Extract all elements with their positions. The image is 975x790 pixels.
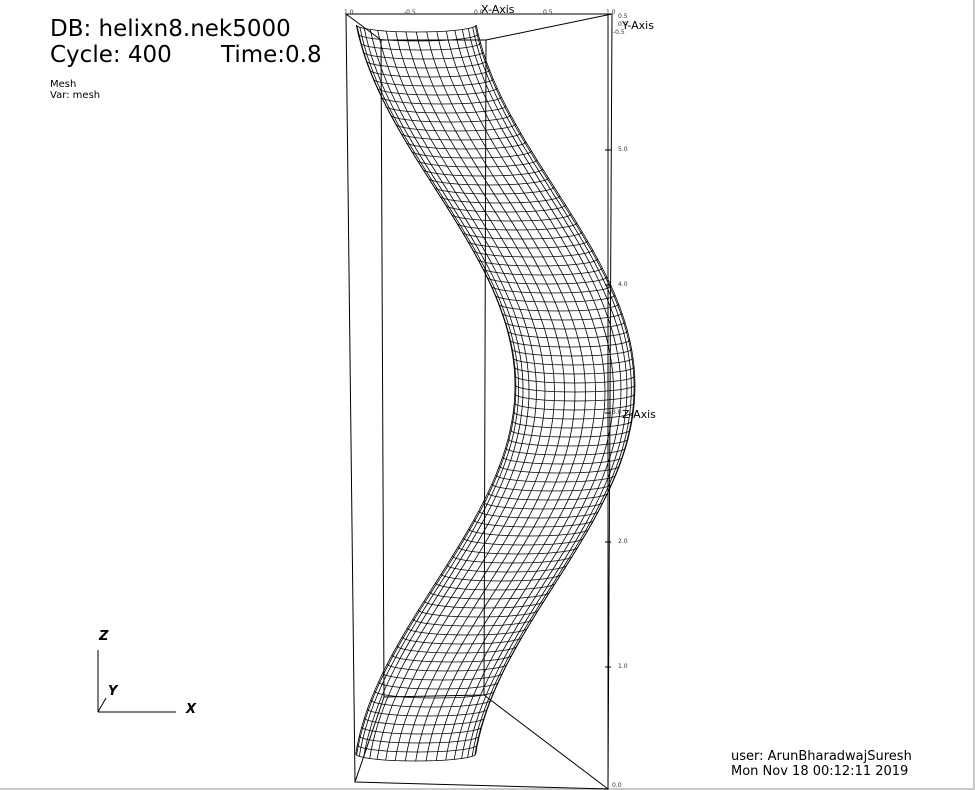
- z-tick-label: 1.0: [618, 663, 628, 670]
- y-axis-title: Y-Axis: [622, 19, 654, 32]
- mesh-line: [376, 30, 537, 760]
- y-tick-label: 0.0: [618, 21, 628, 28]
- z-tick-label: 3.0: [612, 409, 622, 416]
- mesh-ring: [482, 501, 604, 510]
- mesh-ring: [486, 276, 608, 285]
- mesh-line: [356, 26, 517, 756]
- mesh-ring: [482, 267, 603, 276]
- mesh-ring: [422, 168, 544, 177]
- mesh-line: [369, 29, 530, 759]
- mesh-line: [394, 31, 555, 761]
- user-label: user: ArunBharadwajSuresh: [731, 749, 912, 764]
- mesh-ring: [416, 159, 538, 168]
- mesh-line: [385, 31, 546, 761]
- mesh-ring: [400, 132, 522, 141]
- mesh-ring: [395, 123, 516, 132]
- mesh-ring: [396, 645, 518, 654]
- mesh-line: [475, 24, 636, 755]
- mesh-ring: [428, 177, 549, 186]
- z-axis-title: Z-Axis: [622, 408, 656, 421]
- mesh-ring: [463, 537, 584, 546]
- x-tick-label: -0.5: [404, 9, 416, 16]
- mesh-ring: [440, 573, 562, 582]
- mesh-ring: [391, 654, 513, 663]
- z-tick-label: 5.0: [618, 146, 628, 153]
- mesh-ring: [477, 258, 598, 267]
- x-axis-title: X-Axis: [481, 3, 515, 16]
- plot-variable-label: Var: mesh: [50, 90, 101, 101]
- mesh-ring: [407, 627, 528, 636]
- time-label: Time:0.8: [221, 42, 322, 68]
- mesh-ring: [418, 609, 539, 618]
- mesh-ring: [445, 204, 566, 213]
- mesh-ring: [478, 510, 600, 519]
- mesh-line: [461, 29, 622, 759]
- mesh-ring: [386, 663, 508, 672]
- mesh-ring: [490, 285, 612, 294]
- mesh-ring: [491, 483, 613, 492]
- plot-type-label: Mesh: [50, 79, 77, 90]
- mesh-ring: [376, 87, 498, 96]
- z-tick-label: 4.0: [618, 281, 628, 288]
- y-tick-label: 0.5: [618, 13, 628, 20]
- triad-z-label: Z: [99, 629, 109, 644]
- date-label: Mon Nov 18 00:12:11 2019: [731, 764, 909, 779]
- mesh-ring: [494, 294, 616, 303]
- mesh-ring: [355, 24, 477, 33]
- database-label: DB: helixn8.nek5000: [50, 16, 291, 42]
- x-tick-label: 1.0: [344, 9, 354, 16]
- mesh-line: [435, 31, 596, 761]
- mesh-line: [467, 28, 628, 758]
- x-tick-label: 1.0: [606, 9, 616, 16]
- mesh-line: [453, 30, 615, 760]
- triad-x-label: X: [186, 702, 197, 717]
- mesh-ring: [382, 672, 504, 681]
- z-tick-label: 0.0: [612, 782, 622, 789]
- cycle-label: Cycle: 400: [50, 42, 172, 68]
- mesh-ring: [433, 186, 555, 195]
- mesh-ring: [429, 591, 551, 600]
- axes-triad-lines: [97, 650, 176, 713]
- mesh-ring: [385, 105, 507, 114]
- mesh-ring: [411, 150, 532, 159]
- mesh-ring: [461, 231, 583, 240]
- mesh-ring: [390, 114, 511, 123]
- mesh-line: [471, 27, 632, 757]
- mesh-ring: [446, 564, 568, 573]
- mesh-ring: [401, 636, 523, 645]
- mesh-line: [425, 31, 586, 761]
- window-border-bottom: [0, 788, 975, 790]
- mesh-ring: [381, 96, 502, 105]
- mesh-line: [358, 27, 520, 757]
- mesh-ring: [468, 528, 590, 537]
- mesh-ring: [378, 681, 499, 690]
- z-tick-label: 2.0: [618, 538, 628, 545]
- mesh-ring: [487, 492, 609, 501]
- mesh-ring: [457, 546, 579, 555]
- mesh-ring: [439, 195, 561, 204]
- mesh-ring: [405, 141, 527, 150]
- mesh-ring: [435, 582, 556, 591]
- mesh-line: [363, 28, 524, 758]
- mesh-ring: [456, 222, 578, 231]
- window-border-right: [973, 0, 975, 790]
- mesh-line: [415, 31, 576, 762]
- helix-mesh: [355, 24, 636, 762]
- mesh-ring: [450, 213, 572, 222]
- mesh-ring: [472, 249, 594, 258]
- x-tick-label: 0.5: [543, 9, 553, 16]
- x-tick-label: 0.0: [474, 9, 484, 16]
- mesh-line: [445, 31, 606, 761]
- y-tick-label: -0.5: [613, 29, 625, 36]
- mesh-ring: [473, 519, 595, 528]
- mesh-line: [404, 31, 566, 761]
- triad-y-label: Y: [108, 684, 118, 699]
- mesh-ring: [452, 555, 573, 564]
- mesh-ring: [412, 618, 534, 627]
